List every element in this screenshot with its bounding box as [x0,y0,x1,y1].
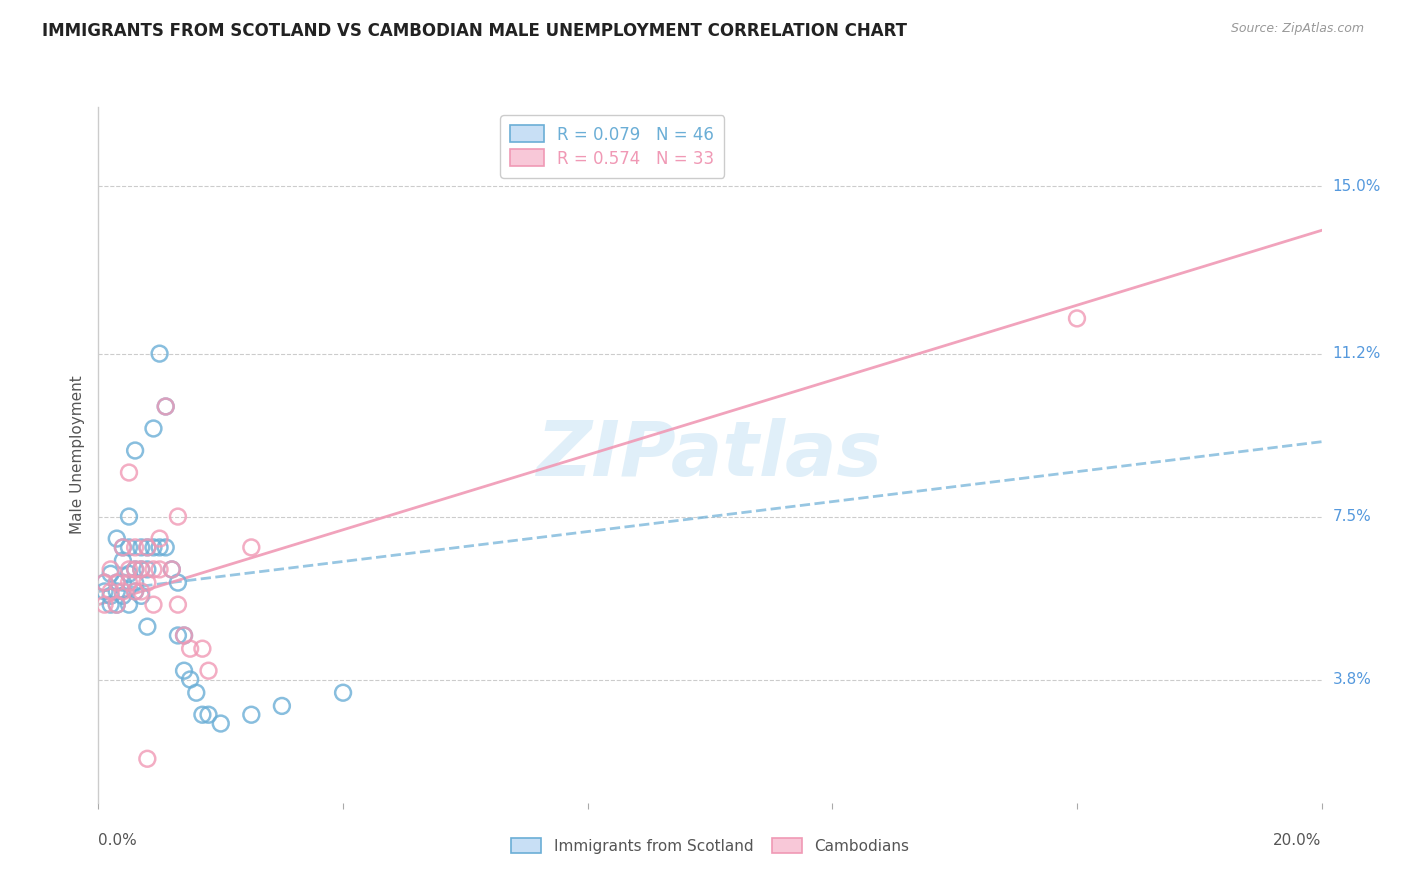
Point [111,575,134,590]
Text: IMMIGRANTS FROM SCOTLAND VS CAMBODIAN MALE UNEMPLOYMENT CORRELATION CHART: IMMIGRANTS FROM SCOTLAND VS CAMBODIAN MA… [42,22,907,40]
Point [100,584,122,599]
Text: ZIPatlas: ZIPatlas [537,418,883,491]
Legend: Immigrants from Scotland, Cambodians: Immigrants from Scotland, Cambodians [503,830,917,862]
Point [93,575,115,590]
Text: 15.0%: 15.0% [1333,178,1381,194]
Point [240,707,263,722]
Text: 3.8%: 3.8% [1333,672,1372,687]
Point [160,562,183,576]
Point [167,628,190,642]
Point [111,553,134,567]
Point [129,584,152,599]
Point [179,673,201,687]
Point [173,628,195,642]
Point [149,346,172,360]
Point [118,598,141,612]
Point [149,562,172,576]
Point [105,575,128,590]
Point [142,421,165,435]
Text: 20.0%: 20.0% [1274,833,1322,848]
Point [129,562,152,576]
Point [118,466,141,480]
Point [111,584,134,599]
Point [136,752,159,766]
Point [167,575,190,590]
Point [155,541,177,555]
Point [105,598,128,612]
Text: Source: ZipAtlas.com: Source: ZipAtlas.com [1230,22,1364,36]
Point [167,598,190,612]
Point [105,584,128,599]
Point [100,562,122,576]
Point [93,598,115,612]
Point [124,575,146,590]
Point [118,541,141,555]
Point [129,589,152,603]
Point [136,575,159,590]
Point [129,541,152,555]
Point [124,443,146,458]
Point [118,575,141,590]
Point [124,541,146,555]
Text: 11.2%: 11.2% [1333,346,1381,361]
Text: 0.0%: 0.0% [98,833,138,848]
Point [209,716,232,731]
Point [1066,311,1088,326]
Point [155,400,177,414]
Point [191,641,214,656]
Point [240,541,263,555]
Point [124,584,146,599]
Point [179,641,201,656]
Point [105,598,128,612]
Y-axis label: Male Unemployment: Male Unemployment [69,376,84,534]
Point [93,584,115,599]
Point [136,620,159,634]
Point [118,562,141,576]
Point [167,509,190,524]
Point [142,541,165,555]
Point [111,541,134,555]
Point [332,686,354,700]
Point [118,509,141,524]
Point [124,562,146,576]
Point [136,541,159,555]
Point [105,532,128,546]
Point [124,562,146,576]
Point [173,664,195,678]
Point [118,566,141,581]
Point [93,575,115,590]
Point [100,589,122,603]
Point [197,707,219,722]
Point [186,686,208,700]
Point [197,664,219,678]
Point [136,562,159,576]
Point [100,598,122,612]
Point [111,541,134,555]
Point [149,532,172,546]
Point [111,589,134,603]
Point [124,584,146,599]
Point [129,562,152,576]
Point [149,541,172,555]
Point [191,707,214,722]
Point [105,575,128,590]
Point [142,598,165,612]
Point [100,566,122,581]
Point [136,541,159,555]
Point [270,698,292,713]
Point [173,628,195,642]
Point [160,562,183,576]
Point [142,562,165,576]
Point [155,400,177,414]
Text: 7.5%: 7.5% [1333,509,1371,524]
